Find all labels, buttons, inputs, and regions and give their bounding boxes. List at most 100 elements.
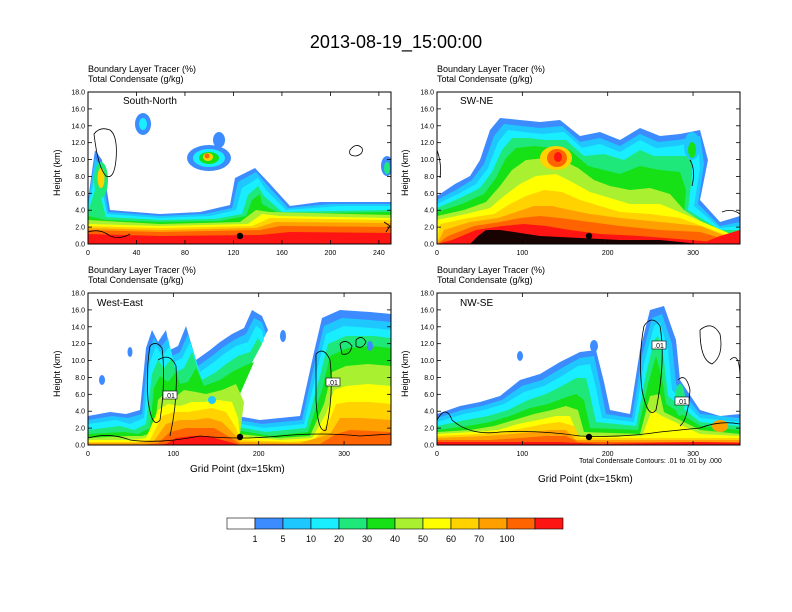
x-tick-label: 300 — [687, 250, 699, 257]
x-tick-label: 160 — [276, 250, 288, 257]
y-tick-label: 12.0 — [71, 140, 85, 147]
panel-4-axes: 0 100 200 300 0.0 2.0 4.0 6.0 8.0 10.0 12.0 14.0 16.… — [420, 291, 741, 458]
colorbar-swatch — [422, 517, 452, 530]
x-tick-label: 120 — [228, 250, 240, 257]
panel-3-field — [88, 310, 391, 445]
panel-3-header-condensate: Total Condensate (g/kg) — [88, 275, 184, 285]
colorbar-label: 5 — [280, 534, 285, 544]
y-tick-label: 10.0 — [420, 157, 434, 164]
colorbar-label: 10 — [306, 534, 316, 544]
y-tick-label: 0.0 — [75, 443, 85, 450]
colorbar-swatch — [254, 517, 284, 530]
y-tick-label: 14.0 — [420, 123, 434, 130]
y-tick-label: 2.0 — [424, 426, 434, 433]
y-tick-label: 4.0 — [75, 409, 85, 416]
panel-1-header-condensate: Total Condensate (g/kg) — [88, 74, 184, 84]
y-tick-label: 10.0 — [420, 358, 434, 365]
colorbar-label: 30 — [362, 534, 372, 544]
contour-note: Total Condensate Contours: .01 to .01 by… — [579, 458, 722, 465]
panel-2-axes: 0 100 200 300 0.0 2.0 4.0 6.0 8.0 10.0 12.0 14.0 16.… — [420, 90, 741, 257]
y-tick-label: 4.0 — [75, 208, 85, 215]
y-tick-label: 18.0 — [71, 291, 85, 298]
panel-3-header-tracer: Boundary Layer Tracer (%) — [88, 265, 197, 275]
y-tick-label: 14.0 — [71, 123, 85, 130]
y-tick-label: 16.0 — [420, 106, 434, 113]
panel-4-header-tracer: Boundary Layer Tracer (%) — [437, 265, 546, 275]
panel-2-header-tracer: Boundary Layer Tracer (%) — [437, 64, 546, 74]
colorbar-label: 1 — [252, 534, 257, 544]
y-tick-label: 8.0 — [424, 174, 434, 181]
panel-2-label: SW-NE — [460, 96, 493, 107]
y-tick-label: 6.0 — [75, 392, 85, 399]
colorbar-label: 70 — [474, 534, 484, 544]
colorbar-swatch — [226, 517, 256, 530]
panel-3-frame — [87, 292, 392, 446]
panel-1-label: South-North — [123, 96, 177, 107]
y-tick-label: 6.0 — [424, 191, 434, 198]
x-tick-label: 240 — [373, 250, 385, 257]
panel-3-contour-label-a: .01 — [165, 393, 175, 400]
y-tick-label: 4.0 — [424, 409, 434, 416]
figure-title: 2013-08-19_15:00:00 — [309, 32, 483, 52]
panel-1-header-tracer: Boundary Layer Tracer (%) — [88, 64, 197, 74]
panel-3-contours — [88, 337, 391, 442]
panel-4-marker — [585, 433, 593, 441]
panel-1-marker — [236, 232, 244, 240]
y-tick-label: 0.0 — [75, 242, 85, 249]
y-tick-label: 6.0 — [424, 392, 434, 399]
y-tick-label: 0.0 — [424, 242, 434, 249]
x-tick-label: 0 — [86, 250, 90, 257]
panel-3-marker — [236, 433, 244, 441]
y-tick-label: 16.0 — [71, 106, 85, 113]
y-tick-label: 8.0 — [424, 375, 434, 382]
y-tick-label: 16.0 — [71, 307, 85, 314]
panel-4-xlabel: Grid Point (dx=15km) — [538, 474, 633, 485]
panel-4-contour-label-b: .01 — [677, 399, 687, 406]
x-tick-label: 300 — [338, 451, 350, 458]
colorbar-swatch — [338, 517, 368, 530]
panel-3-label: West-East — [97, 298, 143, 309]
panel-2-frame — [436, 91, 741, 245]
y-tick-label: 10.0 — [71, 157, 85, 164]
colorbar-swatch — [478, 517, 508, 530]
x-tick-label: 0 — [435, 250, 439, 257]
y-tick-label: 6.0 — [75, 191, 85, 198]
panel-4-label: NW-SE — [460, 298, 493, 309]
x-tick-label: 200 — [253, 451, 265, 458]
colorbar-swatch — [310, 517, 340, 530]
colorbar-swatch — [506, 517, 536, 530]
panel-1-field — [88, 113, 391, 244]
panel-1-axes: 0 40 80 120 160 200 240 0.0 2.0 4.0 6.0 8.0 10.0 12.0… — [71, 90, 392, 257]
y-tick-label: 4.0 — [424, 208, 434, 215]
y-tick-label: 18.0 — [71, 90, 85, 97]
y-tick-label: 2.0 — [75, 225, 85, 232]
y-tick-label: 10.0 — [71, 358, 85, 365]
panel-2-contours — [437, 149, 740, 215]
panel-3-xlabel: Grid Point (dx=15km) — [190, 464, 285, 475]
y-tick-label: 16.0 — [420, 307, 434, 314]
panel-1-frame — [87, 91, 392, 245]
colorbar-label: 100 — [499, 534, 514, 544]
colorbar-swatch — [534, 517, 564, 530]
panel-2-field — [437, 118, 740, 244]
colorbar: 1 5 10 20 30 40 50 60 70 100 — [226, 517, 564, 544]
panel-4-header-condensate: Total Condensate (g/kg) — [437, 275, 533, 285]
x-tick-label: 0 — [86, 451, 90, 458]
x-tick-label: 40 — [133, 250, 141, 257]
x-tick-label: 80 — [181, 250, 189, 257]
y-tick-label: 14.0 — [71, 324, 85, 331]
panel-1-contours — [88, 128, 391, 238]
x-tick-label: 200 — [602, 451, 614, 458]
y-tick-label: 2.0 — [424, 225, 434, 232]
panel-2-header-condensate: Total Condensate (g/kg) — [437, 74, 533, 84]
panel-2-marker — [585, 232, 593, 240]
panel-3-contour-tags: .01 .01 — [162, 377, 341, 400]
colorbar-label: 50 — [418, 534, 428, 544]
panel-4-field — [437, 306, 740, 445]
y-tick-label: 12.0 — [71, 341, 85, 348]
x-tick-label: 100 — [517, 250, 529, 257]
x-tick-label: 200 — [325, 250, 337, 257]
y-tick-label: 0.0 — [424, 443, 434, 450]
panel-4-contour-tags: .01 .01 — [651, 340, 690, 406]
panel-4-contour-label-a: .01 — [654, 343, 664, 350]
